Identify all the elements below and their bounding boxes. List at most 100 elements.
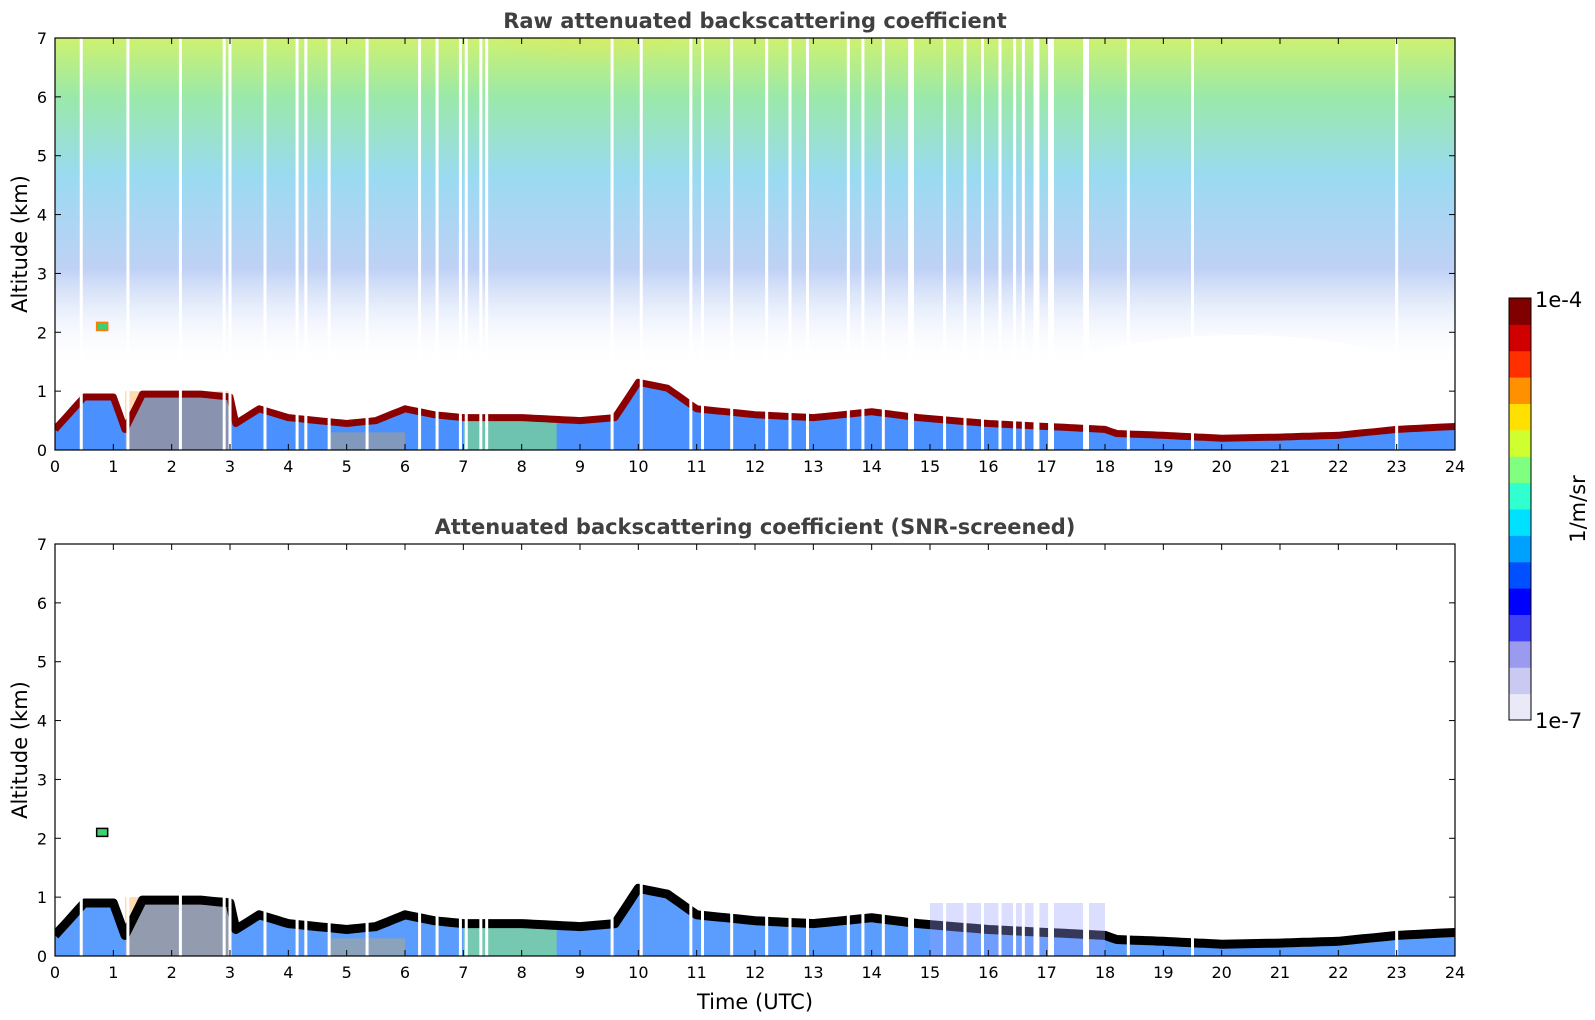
data-gap [788,544,792,956]
x-tick-label: 16 [978,457,998,476]
top-aerosol-layer [55,321,1455,450]
x-tick-label: 20 [1211,457,1231,476]
x-tick-label: 2 [167,457,177,476]
x-tick-label: 19 [1153,457,1173,476]
x-tick-label: 21 [1270,963,1290,982]
x-tick-label: 9 [575,963,585,982]
x-tick-label: 21 [1270,457,1290,476]
data-gap [327,544,331,956]
x-tick-label: 1 [108,963,118,982]
x-tick-label: 14 [861,963,881,982]
data-gap [1048,38,1052,450]
y-tick-label: 0 [37,947,47,966]
x-tick-label: 8 [517,457,527,476]
data-gap [79,38,83,450]
x-tick-label: 18 [1095,963,1115,982]
top-data-gaps [79,38,1399,450]
colorbar-step [1509,509,1531,536]
x-axis-label: Time (UTC) [696,990,813,1014]
x-tick-label: 24 [1445,963,1465,982]
y-tick-label: 3 [37,264,47,283]
top-clear-region [1060,335,1420,425]
x-tick-label: 18 [1095,457,1115,476]
layer-top-line [55,883,1455,949]
colorbar-frame [1508,297,1532,721]
x-tick-label: 13 [803,457,823,476]
bottom-x-axis: 0 1 2 3 4 5 6 7 8 9 10 11 12 13 14 15 16 17 18 19 20 21 22 23 24 [50,544,1465,982]
data-gap [861,38,865,450]
top-plot-area [55,38,1455,450]
data-gap [861,544,865,956]
x-tick-label: 8 [517,963,527,982]
colorbar-step [1509,640,1531,668]
colorbar-step [1509,298,1531,325]
colorbar-max-label: 1e-4 [1535,288,1582,312]
data-gap [701,38,704,450]
data-gap [1021,544,1025,956]
data-gap [479,38,483,450]
top-noise-field [55,38,1455,368]
data-gap [788,38,792,450]
bottom-panel: Attenuated backscattering coefficient (S… [8,515,1465,1014]
x-tick-label: 3 [225,963,235,982]
y-tick-label: 2 [37,323,47,342]
small-cloud [95,321,109,332]
x-tick-label: 23 [1386,457,1406,476]
data-gap [730,544,734,956]
green-aerosol-region [463,420,557,450]
data-gap [228,544,232,956]
x-tick-label: 1 [108,457,118,476]
colorbar-step [1509,482,1531,510]
data-gap [1191,38,1194,450]
x-tick-label: 12 [745,963,765,982]
data-gap [1126,38,1130,450]
data-gap [1048,544,1052,956]
top-y-axis-label: Altitude (km) [8,175,32,313]
data-gap [610,544,614,956]
data-gap [1051,544,1054,956]
data-gap [304,544,308,956]
y-tick-label: 6 [37,88,47,107]
data-gap [418,544,422,956]
data-gap [943,38,947,450]
data-gap [881,544,885,956]
data-gap [1086,544,1089,956]
x-tick-label: 10 [628,963,648,982]
top-warm-region [420,38,760,188]
bottom-data-gaps [79,544,1399,956]
data-gap [435,544,439,956]
x-tick-label: 22 [1328,457,1348,476]
x-tick-label: 17 [1036,457,1056,476]
data-gap [963,544,967,956]
data-gap [1086,38,1089,450]
x-tick-label: 24 [1445,457,1465,476]
y-tick-label: 1 [37,888,47,907]
x-tick-label: 7 [458,963,468,982]
data-gap [963,38,967,450]
colorbar-step [1509,456,1531,484]
y-tick-label: 7 [37,535,47,554]
x-tick-label: 11 [686,457,706,476]
data-gap [689,38,693,450]
data-gap [458,38,462,450]
data-gap [126,544,130,956]
x-tick-label: 11 [686,963,706,982]
data-gap [485,544,489,956]
x-tick-label: 22 [1328,963,1348,982]
data-gap [908,38,912,450]
data-gap [730,38,734,450]
x-tick-label: 5 [342,457,352,476]
data-gap [263,544,267,956]
x-tick-label: 2 [167,963,177,982]
bottom-panel-title: Attenuated backscattering coefficient (S… [435,515,1076,539]
data-gap [610,38,614,450]
colorbar-step [1509,324,1531,352]
data-gap [1021,38,1025,450]
data-gap [435,38,439,450]
x-tick-label: 15 [920,457,940,476]
data-gap [365,38,369,450]
data-gap [228,38,232,450]
data-gap [178,38,182,450]
data-gap [908,544,912,956]
